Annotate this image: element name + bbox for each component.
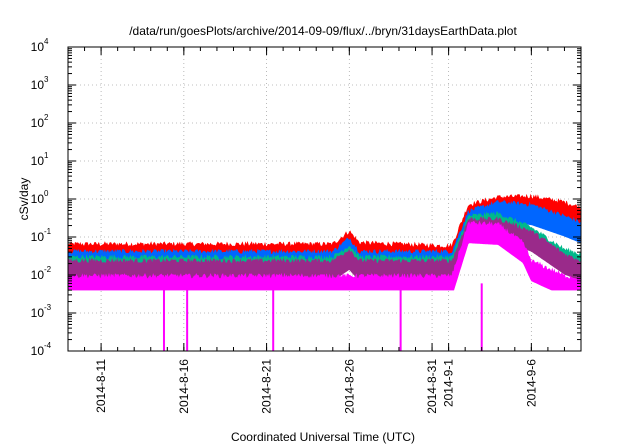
y-tick-exponent: -1 [44,227,52,236]
y-tick-label: 10 [31,40,45,54]
chart-title: /data/run/goesPlots/archive/2014-09-09/f… [129,24,517,38]
y-tick-exponent: 2 [44,113,49,122]
y-tick-label: 10 [31,268,45,282]
y-tick-label: 10 [31,306,45,320]
y-tick-label: 10 [31,344,45,358]
x-tick-label: 2014-8-21 [260,359,274,414]
x-tick-label: 2014-8-31 [425,359,439,414]
y-tick-exponent: -3 [44,303,52,312]
x-tick-label: 2014-9-6 [524,359,538,407]
y-tick-exponent: 3 [44,75,49,84]
y-tick-label: 10 [31,116,45,130]
y-tick-exponent: -4 [44,341,52,350]
y-tick-exponent: 1 [44,151,49,160]
y-tick-exponent: 4 [44,37,49,46]
x-axis-label: Coordinated Universal Time (UTC) [231,430,415,444]
y-tick-label: 10 [31,78,45,92]
y-tick-exponent: 0 [44,189,49,198]
x-tick-label: 2014-8-26 [342,359,356,414]
y-tick-label: 10 [31,154,45,168]
y-tick-exponent: -2 [44,265,52,274]
y-tick-label: 10 [31,192,45,206]
x-tick-label: 2014-8-11 [94,359,108,413]
x-tick-label: 2014-8-16 [177,359,191,414]
y-tick-label: 10 [31,230,45,244]
y-axis-label: cSv/day [17,178,31,221]
x-tick-label: 2014-9-1 [442,359,456,407]
plot-series [67,193,582,351]
